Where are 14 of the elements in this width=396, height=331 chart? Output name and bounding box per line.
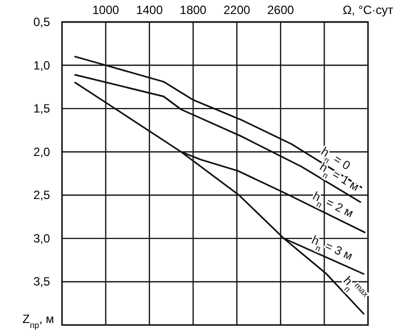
y-tick-label: 3,0 bbox=[33, 231, 50, 246]
y-axis-title: Z$_{пр}$, м bbox=[22, 312, 54, 330]
x-tick-label: 2600 bbox=[267, 3, 294, 17]
x-tick-label: 1800 bbox=[180, 3, 207, 17]
x-tick-label: 1400 bbox=[136, 3, 164, 17]
y-tick-label: 1,0 bbox=[33, 58, 50, 72]
y-tick-label: 0,5 bbox=[33, 15, 50, 29]
y-tick-label: 3,5 bbox=[33, 274, 50, 289]
y-tick-label: 1,5 bbox=[33, 102, 50, 116]
x-axis-title: Ω, °C·сут bbox=[342, 3, 394, 17]
y-tick-label: 2,0 bbox=[33, 144, 50, 159]
y-tick-label: 2,5 bbox=[33, 188, 50, 202]
x-tick-label: 1000 bbox=[92, 3, 120, 17]
x-tick-label: 2200 bbox=[224, 3, 251, 17]
